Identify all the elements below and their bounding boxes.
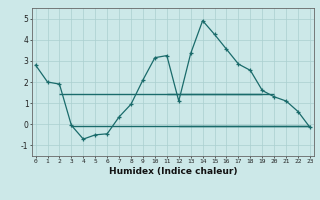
X-axis label: Humidex (Indice chaleur): Humidex (Indice chaleur) [108,167,237,176]
